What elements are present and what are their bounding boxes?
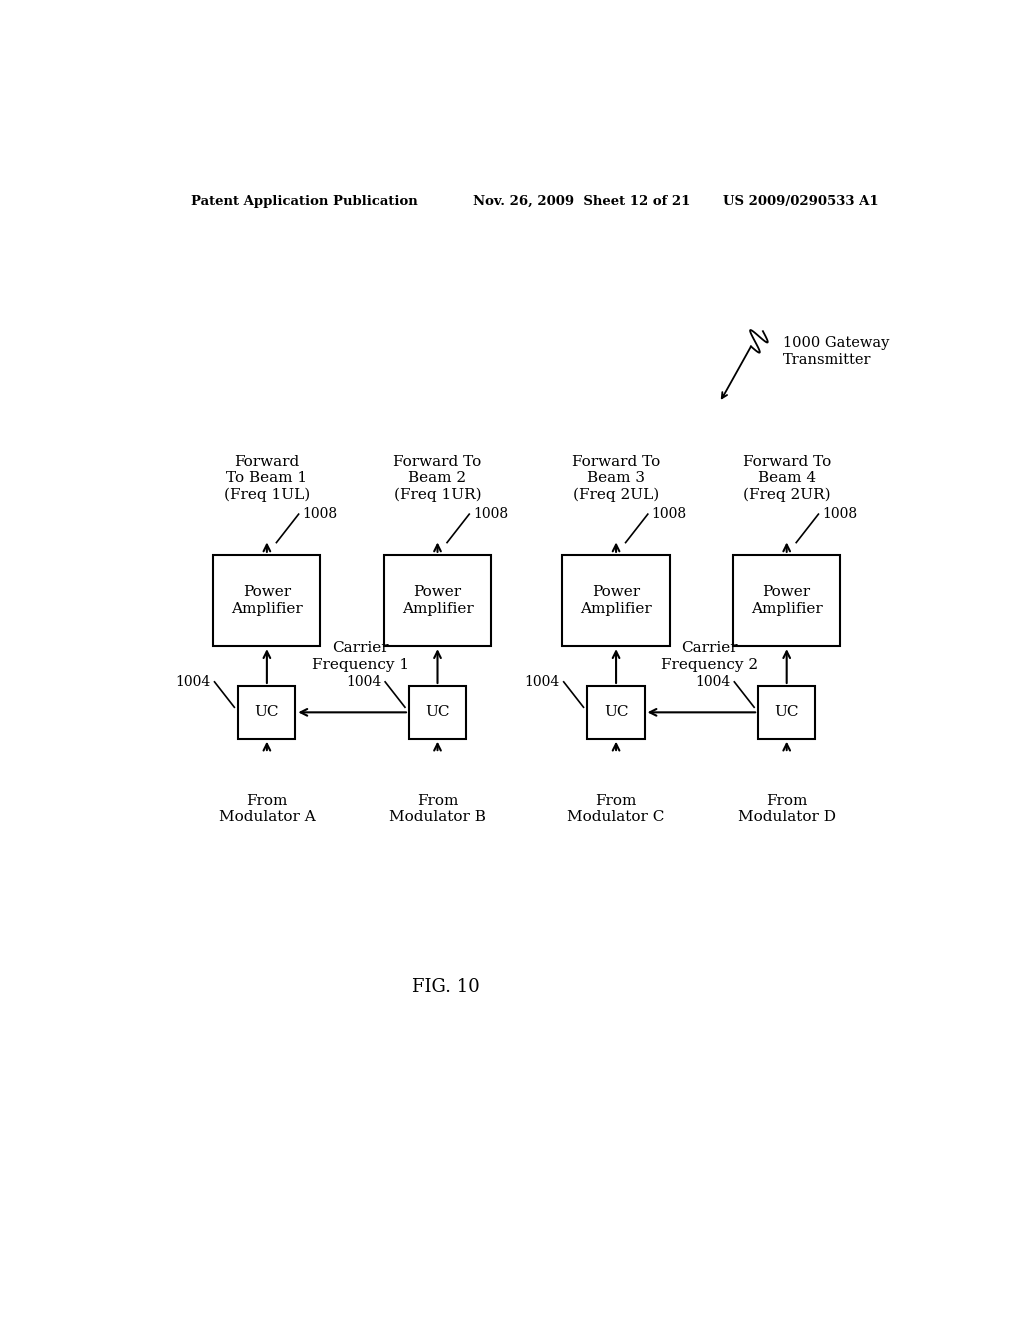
Text: From
Modulator C: From Modulator C — [567, 793, 665, 824]
Text: Power
Amplifier: Power Amplifier — [751, 586, 822, 615]
Text: From
Modulator D: From Modulator D — [737, 793, 836, 824]
Text: 1004: 1004 — [346, 675, 381, 689]
Text: UC: UC — [604, 705, 629, 719]
Text: Power
Amplifier: Power Amplifier — [231, 586, 303, 615]
Text: Carrier
Frequency 1: Carrier Frequency 1 — [311, 642, 409, 672]
Text: Forward To
Beam 3
(Freq 2UL): Forward To Beam 3 (Freq 2UL) — [572, 455, 660, 502]
Text: UC: UC — [255, 705, 280, 719]
Text: 1004: 1004 — [175, 675, 211, 689]
FancyBboxPatch shape — [588, 686, 645, 739]
Text: Power
Amplifier: Power Amplifier — [581, 586, 652, 615]
Text: 1008: 1008 — [652, 507, 687, 521]
FancyBboxPatch shape — [409, 686, 466, 739]
FancyBboxPatch shape — [384, 554, 492, 647]
Text: Forward
To Beam 1
(Freq 1UL): Forward To Beam 1 (Freq 1UL) — [224, 455, 310, 502]
Text: 1008: 1008 — [473, 507, 508, 521]
Text: From
Modulator A: From Modulator A — [218, 793, 315, 824]
Text: From
Modulator B: From Modulator B — [389, 793, 486, 824]
Text: FIG. 10: FIG. 10 — [412, 978, 479, 995]
Text: UC: UC — [774, 705, 799, 719]
Text: 1004: 1004 — [524, 675, 560, 689]
FancyBboxPatch shape — [239, 686, 296, 739]
Text: 1000 Gateway
Transmitter: 1000 Gateway Transmitter — [782, 337, 889, 367]
Text: US 2009/0290533 A1: US 2009/0290533 A1 — [723, 194, 879, 207]
FancyBboxPatch shape — [562, 554, 670, 647]
Text: Nov. 26, 2009  Sheet 12 of 21: Nov. 26, 2009 Sheet 12 of 21 — [473, 194, 690, 207]
Text: 1008: 1008 — [822, 507, 857, 521]
Text: Patent Application Publication: Patent Application Publication — [191, 194, 418, 207]
Text: 1008: 1008 — [303, 507, 338, 521]
FancyBboxPatch shape — [733, 554, 841, 647]
Text: Forward To
Beam 4
(Freq 2UR): Forward To Beam 4 (Freq 2UR) — [742, 455, 830, 502]
Text: Forward To
Beam 2
(Freq 1UR): Forward To Beam 2 (Freq 1UR) — [393, 455, 481, 502]
FancyBboxPatch shape — [213, 554, 321, 647]
Text: Carrier
Frequency 2: Carrier Frequency 2 — [660, 642, 758, 672]
Text: 1004: 1004 — [695, 675, 730, 689]
FancyBboxPatch shape — [758, 686, 815, 739]
Text: Power
Amplifier: Power Amplifier — [401, 586, 473, 615]
Text: UC: UC — [425, 705, 450, 719]
